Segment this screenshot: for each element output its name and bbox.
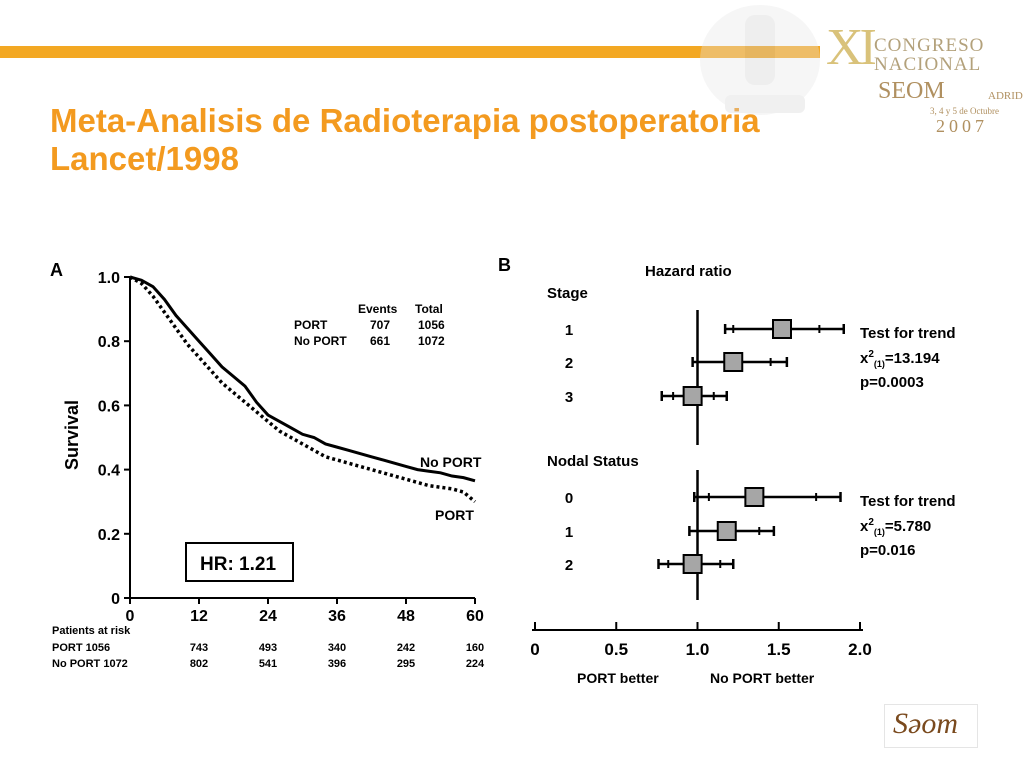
slide-title-line1: Meta-Analisis de Radioterapia postoperat… (50, 102, 760, 139)
survival-curve-port (129, 275, 477, 504)
congress-dates: 3, 4 y 5 de Octubre (930, 106, 999, 116)
forest-x-tick-label: 0 (530, 640, 539, 659)
forest-plot: B Hazard ratio Stage Nodal Status Test f… (498, 255, 956, 686)
y-tick-label: 0.2 (98, 527, 120, 544)
title-accent-bar (0, 46, 820, 58)
stage-test-p: p=0.0003 (860, 374, 924, 391)
forest-row-label: 1 (565, 322, 573, 339)
congress-city: ADRID (988, 90, 1023, 102)
x-tick-label: 48 (397, 608, 415, 625)
slide-title: Meta-Analisis de Radioterapia postoperat… (50, 102, 760, 178)
forest-row-label: 2 (565, 557, 573, 574)
nodal-test-stat: x2(1)=5.780 (860, 517, 931, 537)
stage-test-stat: x2(1)=13.194 (860, 349, 940, 369)
risk-table-cell: 160 (466, 642, 484, 654)
group-stage-label: Stage (547, 285, 588, 302)
risk-table-cell: 224 (466, 658, 485, 670)
risk-table-cell: 541 (259, 658, 277, 670)
hazard-ratio-marker (682, 386, 703, 406)
hazard-ratio-marker (772, 319, 792, 339)
congress-line1: CONGRESO (874, 35, 985, 56)
risk-table-cell: 743 (190, 642, 208, 654)
slide-title-line2: Lancet/1998 (50, 140, 239, 177)
x-tick-label: 24 (259, 608, 277, 625)
congress-line2: NACIONAL (874, 54, 982, 75)
hazard-ratio-marker (682, 554, 703, 574)
y-tick-label: 0.6 (98, 398, 120, 415)
forest-x-tick-label: 2.0 (848, 640, 872, 659)
y-axis-label: Survival (62, 400, 82, 470)
hazard-ratio-marker (744, 487, 765, 507)
forest-title: Hazard ratio (645, 263, 732, 280)
congress-roman-numeral: XI (826, 19, 877, 76)
forest-row-label: 1 (565, 524, 573, 541)
seom-logo-text: Sǝom (893, 707, 958, 740)
risk-row-noport-label: No PORT 1072 (52, 658, 128, 670)
forest-row-label: 3 (565, 389, 573, 406)
hr-box-text: HR: 1.21 (200, 554, 276, 575)
group-nodal-label: Nodal Status (547, 453, 639, 470)
risk-row-port-label: PORT 1056 (52, 642, 110, 654)
microscope-watermark-icon (700, 5, 820, 115)
panel-b-label: B (498, 255, 511, 275)
legend-noport-label: No PORT (294, 334, 347, 348)
y-tick-label: 0.8 (98, 334, 120, 351)
risk-table-cell: 493 (259, 642, 277, 654)
series-label-noport: No PORT (420, 454, 482, 470)
x-tick-label: 60 (466, 608, 484, 625)
legend-header-events: Events (358, 302, 398, 316)
legend-noport-events: 661 (370, 334, 390, 348)
x-tick-label: 36 (328, 608, 346, 625)
stage-test-label: Test for trend (860, 325, 956, 342)
legend-port-events: 707 (370, 318, 390, 332)
y-tick-label: 0.4 (98, 463, 120, 480)
risk-table-cell: 295 (397, 658, 415, 670)
survival-curve-no-port (129, 275, 476, 483)
y-tick-label: 0 (111, 591, 120, 608)
risk-table-cell: 242 (397, 642, 415, 654)
risk-table-cell: 396 (328, 658, 346, 670)
forest-x-tick-label: 0.5 (604, 640, 628, 659)
risk-table-header: Patients at risk (52, 625, 131, 637)
x-tick-label: 12 (190, 608, 208, 625)
panel-a-label: A (50, 260, 63, 280)
y-tick-label: 1.0 (98, 270, 120, 287)
x-tick-label: 0 (126, 608, 135, 625)
seom-logo: Sǝom (884, 704, 978, 748)
xlabel-port-better: PORT better (577, 670, 659, 686)
nodal-test-p: p=0.016 (860, 542, 915, 559)
forest-x-tick-label: 1.5 (767, 640, 791, 659)
forest-row-label: 2 (565, 355, 573, 372)
forest-x-tick-label: 1.0 (686, 640, 710, 659)
risk-table-cell: 802 (190, 658, 208, 670)
legend-port-label: PORT (294, 318, 328, 332)
legend-noport-total: 1072 (418, 334, 445, 348)
hr-box (185, 542, 294, 582)
series-label-port: PORT (435, 507, 474, 523)
nodal-test-label: Test for trend (860, 493, 956, 510)
legend-port-total: 1056 (418, 318, 445, 332)
congress-logo: XI CONGRESO NACIONAL SEOM ADRID 3, 4 y 5… (820, 0, 1024, 150)
congress-seom: SEOM (878, 78, 945, 104)
survival-chart: A Survival 0 0.2 0.4 0.6 0.8 1.0 0 12 24 36 48 60 E… (50, 260, 485, 670)
hazard-ratio-marker (723, 352, 744, 372)
xlabel-noport-better: No PORT better (710, 670, 815, 686)
forest-row-label: 0 (565, 490, 573, 507)
congress-year: 2007 (936, 116, 988, 136)
risk-table-cell: 340 (328, 642, 346, 654)
hazard-ratio-marker (716, 521, 737, 541)
legend-header-total: Total (415, 302, 443, 316)
